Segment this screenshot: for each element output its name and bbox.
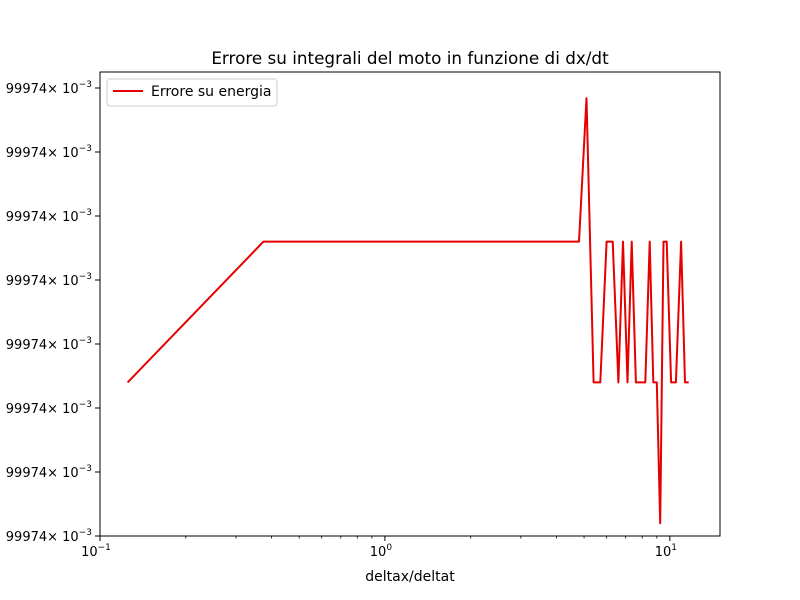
x-tick-label: 100	[370, 543, 393, 560]
y-tick-label: 99974× 10−3	[6, 272, 92, 289]
y-tick-label: 99974× 10−3	[6, 528, 92, 545]
y-tick-label: 99974× 10−3	[6, 464, 92, 481]
y-tick-label: 99974× 10−3	[6, 208, 92, 225]
legend-label: Errore su energia	[151, 84, 271, 100]
x-axis-label: deltax/deltat	[365, 569, 455, 585]
y-tick-label: 99974× 10−3	[6, 144, 92, 161]
y-axis: 99974× 10−3 99974× 10−3 99974× 10−3 99974× …	[6, 80, 100, 545]
x-tick-label: 101	[655, 543, 677, 560]
y-tick-label: 99974× 10−3	[6, 400, 92, 417]
chart-title: Errore su integrali del moto in funzione…	[211, 48, 609, 68]
plot-series	[126, 97, 689, 525]
x-axis: 10−1 100 101	[81, 536, 677, 560]
legend-box	[106, 78, 278, 107]
x-tick-label: 10−1	[81, 543, 111, 560]
y-tick-label: 99974× 10−3	[6, 336, 92, 353]
plot-frame	[99, 71, 721, 537]
legend: Errore su energia	[106, 78, 278, 107]
y-tick-label: 99974× 10−3	[6, 80, 92, 97]
series-line	[126, 97, 689, 525]
